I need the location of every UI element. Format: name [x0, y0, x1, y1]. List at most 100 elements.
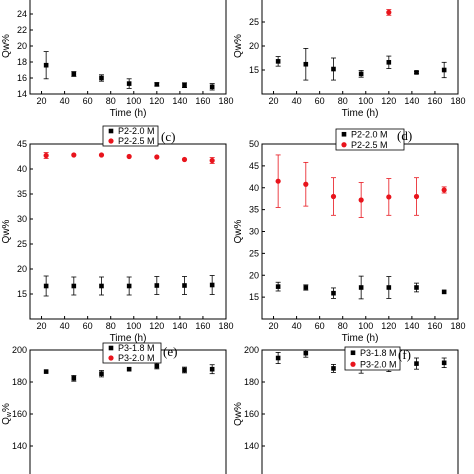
legend-marker [108, 355, 114, 361]
legend-label: P2-2.5 M [118, 136, 155, 146]
x-tick-label: 160 [427, 321, 442, 331]
data-point [386, 60, 392, 65]
panel-f: 120140160180200Qw%P3-1.8 MP3-2.0 M(f) [233, 345, 459, 474]
data-point [71, 376, 77, 381]
series-1 [275, 275, 447, 300]
y-tick-label: 25 [17, 239, 27, 249]
x-tick-label: 20 [37, 321, 47, 331]
x-tick-label: 60 [315, 96, 325, 106]
y-tick-label: 30 [17, 214, 27, 224]
x-tick-label: 140 [172, 96, 187, 106]
y-tick-label: 45 [17, 139, 27, 149]
x-tick-label: 20 [269, 96, 279, 106]
plot-frame [261, 143, 459, 320]
x-axis-label: Time (h) [342, 333, 379, 344]
data-point [71, 152, 77, 158]
x-axis-label: Time (h) [110, 108, 147, 119]
y-axis-label: Qw% [1, 403, 13, 425]
y-axis-label: Qw% [1, 34, 12, 58]
y-tick-label: 40 [249, 183, 259, 193]
data-point [414, 70, 419, 75]
legend-marker [350, 361, 356, 367]
legend-box [102, 342, 162, 364]
x-tick-label: 80 [106, 96, 116, 106]
y-tick-label: 20 [249, 270, 259, 280]
series-1 [43, 275, 215, 297]
data-point [441, 67, 447, 73]
y-tick-label: 35 [249, 205, 259, 215]
x-tick-label: 140 [404, 321, 419, 331]
data-point [275, 284, 281, 289]
data-point [386, 285, 392, 290]
legend-label: P3-1.8 M [118, 343, 155, 353]
x-tick-label: 160 [195, 321, 210, 331]
data-point [182, 82, 187, 88]
data-area [275, 9, 447, 81]
x-tick-label: 140 [172, 321, 187, 331]
data-point [441, 187, 447, 193]
series-2 [43, 152, 215, 164]
series-1 [275, 48, 447, 81]
x-tick-label: 100 [126, 321, 141, 331]
data-point [275, 59, 281, 64]
data-point [154, 363, 160, 369]
y-axis-label: Qw% [233, 219, 244, 243]
legend-label: P2-2.5 M [351, 140, 388, 150]
y-tick-label: 18 [17, 57, 27, 67]
y-tick-label: 20 [17, 264, 27, 274]
x-tick-label: 20 [269, 321, 279, 331]
legend-marker [108, 345, 114, 351]
y-tick-label: 20 [249, 41, 259, 51]
legend-box [335, 128, 405, 151]
panel-e: 120140160180200Qw%P3-1.8 MP3-2.0 M(e) [1, 342, 227, 474]
data-point [43, 152, 49, 159]
panel-label: (f) [398, 347, 411, 362]
series-1 [43, 362, 215, 382]
y-tick-label: 15 [249, 65, 259, 75]
data-area [275, 154, 447, 300]
x-tick-label: 40 [60, 321, 70, 331]
legend-label: P3-2.0 M [360, 359, 397, 369]
y-tick-label: 30 [249, 227, 259, 237]
x-tick-label: 140 [404, 96, 419, 106]
x-tick-label: 60 [83, 96, 93, 106]
data-point [386, 9, 392, 15]
y-tick-label: 22 [17, 25, 27, 35]
data-point [43, 369, 49, 374]
y-tick-label: 40 [17, 164, 27, 174]
y-tick-label: 200 [244, 345, 259, 355]
legend: P2-2.0 MP2-2.5 M [102, 125, 159, 147]
panel-label: (e) [163, 344, 177, 359]
data-point [154, 283, 160, 288]
y-tick-label: 16 [17, 73, 27, 83]
data-point [414, 285, 419, 290]
y-tick-label: 140 [12, 441, 27, 451]
y-tick-label: 24 [17, 9, 27, 19]
data-point [358, 197, 364, 203]
series-2 [275, 154, 447, 218]
y-axis-label: Qw% [233, 34, 244, 58]
data-point [99, 371, 104, 376]
legend: P3-1.8 MP3-2.0 M [102, 342, 162, 364]
data-point [358, 285, 364, 290]
panel-label: (d) [397, 128, 412, 143]
y-tick-label: 35 [17, 189, 27, 199]
data-area [43, 362, 215, 382]
x-tick-label: 60 [315, 321, 325, 331]
panel-c: 20 40 60 80 100 120 140 160 180 15 20 25 30 35 40 45 Tim… [1, 125, 234, 344]
y-tick-label: 140 [244, 441, 259, 451]
x-tick-label: 80 [106, 321, 116, 331]
legend-marker [108, 138, 114, 144]
legend-box [344, 346, 401, 371]
panel-label: (c) [161, 129, 175, 144]
x-tick-label: 120 [149, 96, 164, 106]
data-point [182, 283, 187, 288]
data-point [441, 360, 447, 366]
y-tick-label: 180 [12, 377, 27, 387]
data-point [126, 153, 132, 160]
data-point [43, 62, 49, 68]
x-tick-label: 100 [358, 96, 373, 106]
x-tick-label: 80 [338, 321, 348, 331]
legend-marker [341, 142, 347, 148]
